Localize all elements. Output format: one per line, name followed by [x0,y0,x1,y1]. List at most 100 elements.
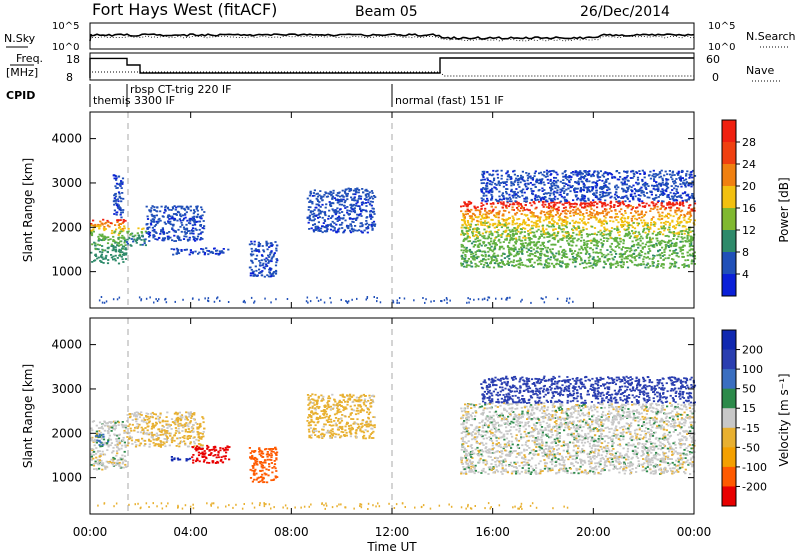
velocity-cell [140,414,143,416]
power-cell [593,170,596,173]
power-cell [479,234,482,236]
power-cell [187,222,191,224]
power-cell [486,299,489,302]
power-cell [546,255,549,257]
power-cell [642,258,645,261]
power-cell [558,214,561,217]
power-cell [513,227,516,229]
power-cell [580,171,583,174]
power-cell [222,248,225,250]
power-cell [319,197,323,200]
velocity-cell [103,443,106,446]
power-cell [164,205,167,208]
power-cell [657,211,660,214]
power-cell [526,197,529,200]
power-cell [536,259,539,262]
power-cell [505,192,508,195]
power-cell [463,220,466,223]
power-cell [511,223,514,226]
velocity-cell [91,439,94,442]
power-cell [539,181,543,183]
power-cell [530,237,533,240]
power-cell [558,225,561,227]
power-cell [483,170,486,173]
power-cell [484,254,487,256]
power-cell [185,223,188,226]
velocity-cell [147,413,150,415]
velocity-cell [196,427,199,430]
power-cell [595,189,598,192]
power-cell [534,199,537,202]
power-cell [602,240,605,242]
power-cell [126,230,129,233]
power-cell [313,223,316,225]
power-cell [615,215,618,218]
power-cell [597,260,600,263]
power-cell [148,234,152,237]
power-cell [313,218,316,221]
power-cell [114,185,117,188]
power-cell [119,213,122,216]
power-cell [525,247,528,250]
power-cell [608,188,611,191]
power-cell [652,216,655,219]
power-cell [191,230,194,233]
power-cell [667,246,671,248]
power-cell [562,187,565,190]
power-cell [651,174,654,177]
power-cell [681,202,685,204]
power-cell [196,209,199,212]
power-cell [568,258,571,261]
power-cell [674,265,677,268]
power-cell [339,208,342,210]
velocity-cell [123,455,127,458]
power-cell [148,240,151,242]
power-cell [113,177,116,180]
power-cell [529,241,532,243]
power-cell [668,254,671,257]
power-cell [655,194,658,197]
power-cell [632,198,635,201]
power-cell [620,261,623,264]
power-cell [494,187,497,189]
power-cell [495,243,498,246]
power-cell [122,245,125,248]
power-cell [571,185,574,187]
power-cell [589,190,592,193]
power-cell [211,252,215,254]
power-cell [177,228,180,231]
cpid-mode-normal: normal (fast) 151 IF [395,94,504,107]
power-cell [466,212,469,215]
power-cell [665,178,668,180]
power-cell [586,186,589,189]
power-cell [623,228,626,231]
power-cell [188,236,191,239]
power-cell [139,243,142,246]
power-cell [332,192,335,194]
power-cell [504,229,507,232]
power-cell [529,259,532,262]
power-cell [530,211,533,213]
power-cell [596,180,599,182]
power-cell [112,247,115,249]
power-cell [96,248,99,250]
power-cell [630,170,633,173]
velocity-cell [131,423,134,426]
power-cell [496,259,499,262]
power-cell [117,191,121,194]
power-cell [607,253,610,256]
power-cell [663,229,666,232]
power-cell [674,226,677,229]
power-cell [576,174,579,177]
power-cell [557,231,560,233]
power-cell [652,185,656,188]
power-cell [657,263,660,265]
power-cell [159,232,162,235]
power-cell [466,204,470,206]
power-cell [352,208,355,210]
power-cell [152,218,156,221]
power-cell [172,207,175,210]
power-cell [640,213,643,215]
power-cell [335,199,338,201]
power-cell [373,296,375,298]
